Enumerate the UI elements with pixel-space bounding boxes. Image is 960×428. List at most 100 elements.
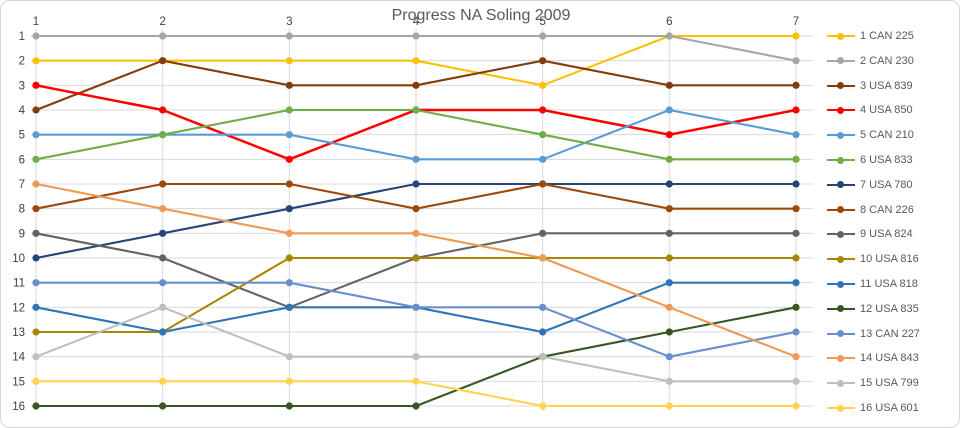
series-marker (285, 229, 293, 237)
series-marker (539, 402, 547, 410)
y-axis-tick-label: 14 (12, 352, 25, 364)
series-marker (32, 32, 40, 40)
series-marker (539, 81, 547, 89)
series-marker (412, 229, 420, 237)
legend-item: 6 USA 833 (827, 153, 913, 167)
series-marker (32, 402, 40, 410)
series-marker (159, 402, 167, 410)
y-axis-tick-label: 3 (19, 80, 25, 92)
legend-label: 11 USA 818 (860, 278, 918, 290)
y-axis-tick-label: 10 (12, 253, 25, 265)
series-marker (792, 402, 800, 410)
legend-marker-dot (837, 131, 844, 139)
series-marker (665, 131, 673, 139)
series-marker (665, 402, 673, 410)
series-marker (32, 180, 40, 188)
series-marker (412, 303, 420, 311)
y-axis-tick-label: 7 (19, 179, 25, 191)
y-axis-tick-label: 5 (19, 130, 25, 142)
series-marker (665, 254, 673, 262)
series-marker (32, 155, 40, 163)
series-marker (32, 57, 40, 65)
series-marker (159, 254, 167, 262)
series-marker (539, 155, 547, 163)
y-axis-tick-label: 12 (12, 302, 25, 314)
legend-item: 1 CAN 225 (827, 29, 914, 43)
x-axis-tick-label: 3 (286, 16, 292, 28)
series-marker (32, 131, 40, 139)
series-marker (32, 81, 40, 89)
series-marker (539, 353, 547, 361)
series-marker (159, 106, 167, 114)
series-marker (792, 32, 800, 40)
series-marker (665, 32, 673, 40)
series-marker (792, 205, 800, 213)
series-marker (32, 254, 40, 262)
series-marker (792, 57, 800, 65)
series-marker (159, 131, 167, 139)
series-marker (665, 205, 673, 213)
series-marker (792, 254, 800, 262)
legend-item: 14 USA 843 (827, 351, 919, 365)
legend-marker-dot (837, 106, 844, 114)
series-marker (159, 32, 167, 40)
x-axis-tick-label: 1 (33, 16, 39, 28)
series-marker (285, 303, 293, 311)
series-marker (539, 328, 547, 336)
series-marker (285, 106, 293, 114)
legend-label: 5 CAN 210 (860, 129, 914, 142)
series-marker (539, 180, 547, 188)
series-marker (285, 205, 293, 213)
series-marker (412, 106, 420, 114)
series-marker (539, 32, 547, 40)
series-marker (539, 131, 547, 139)
legend-marker-line (827, 131, 855, 139)
legend-label: 2 CAN 230 (860, 54, 914, 67)
legend-label: 13 CAN 227 (860, 327, 920, 340)
legend-marker-dot (837, 330, 844, 338)
series-marker (412, 57, 420, 65)
legend-marker-dot (837, 230, 844, 238)
legend-marker-line (827, 32, 855, 40)
y-axis-tick-label: 11 (13, 278, 25, 290)
legend-marker-line (827, 305, 855, 313)
y-axis-tick-label: 13 (12, 327, 25, 339)
legend-label: 9 USA 824 (860, 228, 913, 241)
y-axis-tick-label: 6 (19, 154, 25, 166)
series-marker (539, 303, 547, 311)
x-axis-tick-label: 2 (159, 16, 165, 28)
legend-item: 13 CAN 227 (827, 327, 920, 341)
series-marker (792, 303, 800, 311)
legend-marker-dot (837, 404, 844, 412)
legend-marker-line (827, 330, 855, 338)
series-marker (285, 353, 293, 361)
series-marker (285, 57, 293, 65)
series-marker (665, 279, 673, 287)
series-marker (285, 81, 293, 89)
legend-marker-dot (837, 156, 844, 164)
legend-marker-line (827, 404, 855, 412)
legend-marker-dot (837, 206, 844, 214)
legend-label: 14 USA 843 (860, 352, 919, 365)
series-marker (159, 328, 167, 336)
series-marker (412, 402, 420, 410)
legend-marker-dot (837, 32, 844, 40)
y-axis-tick-label: 1 (19, 31, 25, 43)
series-marker (159, 205, 167, 213)
legend-label: 7 USA 780 (860, 178, 913, 191)
x-axis-tick-label: 4 (413, 16, 420, 28)
x-axis-tick-label: 5 (539, 16, 545, 28)
legend-marker-line (827, 206, 855, 214)
y-axis-tick-label: 4 (19, 105, 26, 117)
series-marker (285, 32, 293, 40)
legend-label: 8 CAN 226 (860, 203, 914, 216)
legend-item: 16 USA 601 (827, 401, 919, 415)
series-marker (32, 106, 40, 114)
legend-label: 15 USA 799 (860, 377, 919, 390)
series-marker (665, 303, 673, 311)
series-marker (665, 353, 673, 361)
legend-marker-dot (837, 305, 844, 313)
series-marker (32, 205, 40, 213)
